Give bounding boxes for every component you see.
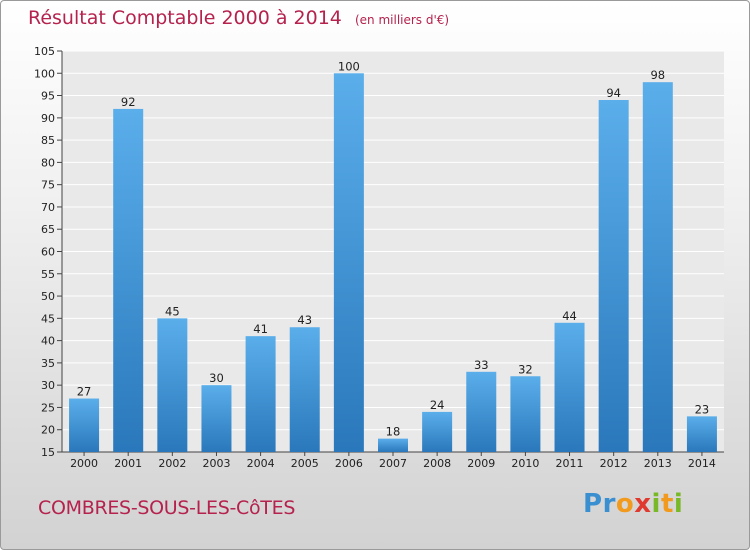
y-tick-label: 35 bbox=[41, 357, 55, 370]
bar bbox=[686, 416, 717, 452]
brand-letter: x bbox=[634, 489, 652, 519]
y-tick-label: 50 bbox=[41, 290, 55, 303]
data-label: 44 bbox=[562, 309, 577, 323]
bar bbox=[157, 318, 188, 452]
x-tick-label: 2014 bbox=[688, 457, 716, 470]
x-tick-label: 2009 bbox=[467, 457, 495, 470]
bar bbox=[245, 336, 276, 452]
bar bbox=[598, 100, 629, 452]
commune-name: COMBRES-SOUS-LES-CôTES bbox=[38, 497, 296, 519]
data-label: 23 bbox=[695, 402, 710, 416]
chart-title-main: Résultat Comptable 2000 à 2014 bbox=[28, 7, 342, 29]
data-label: 100 bbox=[338, 59, 360, 73]
y-tick-label: 15 bbox=[41, 446, 55, 459]
x-tick-label: 2004 bbox=[247, 457, 275, 470]
x-tick-label: 2003 bbox=[202, 457, 230, 470]
data-label: 98 bbox=[650, 68, 665, 82]
x-tick-label: 2005 bbox=[291, 457, 319, 470]
y-tick-label: 25 bbox=[41, 401, 55, 414]
y-tick-label: 75 bbox=[41, 179, 55, 192]
bar bbox=[466, 371, 497, 452]
bar bbox=[333, 73, 364, 453]
x-tick-label: 2013 bbox=[644, 457, 672, 470]
brand-letter: r bbox=[602, 489, 616, 519]
brand-letter: t bbox=[660, 489, 674, 519]
bar bbox=[422, 411, 453, 452]
y-tick-label: 45 bbox=[41, 312, 55, 325]
brand-letter: i bbox=[673, 489, 684, 519]
bar bbox=[289, 327, 320, 452]
data-label: 94 bbox=[606, 86, 621, 100]
y-tick-label: 100 bbox=[34, 67, 55, 80]
y-tick-label: 80 bbox=[41, 156, 55, 169]
y-tick-label: 65 bbox=[41, 223, 55, 236]
y-tick-label: 90 bbox=[41, 112, 55, 125]
data-label: 92 bbox=[121, 95, 136, 109]
bar bbox=[554, 322, 585, 452]
data-label: 30 bbox=[209, 371, 224, 385]
data-label: 33 bbox=[474, 358, 489, 372]
data-label: 32 bbox=[518, 362, 533, 376]
bar bbox=[201, 385, 232, 452]
bar bbox=[642, 82, 673, 452]
y-tick-label: 85 bbox=[41, 134, 55, 147]
x-tick-label: 2010 bbox=[511, 457, 539, 470]
brand-letter: i bbox=[651, 489, 661, 519]
x-tick-label: 2011 bbox=[556, 457, 584, 470]
y-tick-label: 60 bbox=[41, 246, 55, 259]
chart-title-unit: (en milliers d'€) bbox=[354, 13, 450, 27]
x-tick-label: 2002 bbox=[158, 457, 186, 470]
bar bbox=[69, 398, 100, 452]
x-tick-label: 2008 bbox=[423, 457, 451, 470]
y-tick-label: 105 bbox=[34, 45, 55, 58]
x-tick-label: 2012 bbox=[600, 457, 628, 470]
x-tick-label: 2000 bbox=[70, 457, 98, 470]
y-tick-label: 20 bbox=[41, 424, 55, 437]
chart-title: Résultat Comptable 2000 à 2014 (en milli… bbox=[28, 7, 449, 29]
y-tick-label: 55 bbox=[41, 268, 55, 281]
data-label: 41 bbox=[253, 322, 268, 336]
x-tick-label: 2001 bbox=[114, 457, 142, 470]
bar bbox=[113, 108, 144, 452]
bar bbox=[510, 376, 541, 452]
data-label: 27 bbox=[77, 385, 92, 399]
proxiti-logo: Proxiti bbox=[583, 489, 683, 519]
y-tick-label: 70 bbox=[41, 201, 55, 214]
data-label: 24 bbox=[430, 398, 445, 412]
y-tick-label: 95 bbox=[41, 90, 55, 103]
brand-letter: o bbox=[615, 489, 635, 519]
brand-letter: P bbox=[583, 489, 603, 519]
x-tick-label: 2006 bbox=[335, 457, 363, 470]
y-tick-label: 30 bbox=[41, 379, 55, 392]
data-label: 43 bbox=[297, 313, 312, 327]
data-label: 45 bbox=[165, 304, 180, 318]
y-tick-label: 40 bbox=[41, 335, 55, 348]
data-label: 18 bbox=[386, 425, 401, 439]
bar bbox=[378, 438, 408, 452]
x-tick-label: 2007 bbox=[379, 457, 407, 470]
